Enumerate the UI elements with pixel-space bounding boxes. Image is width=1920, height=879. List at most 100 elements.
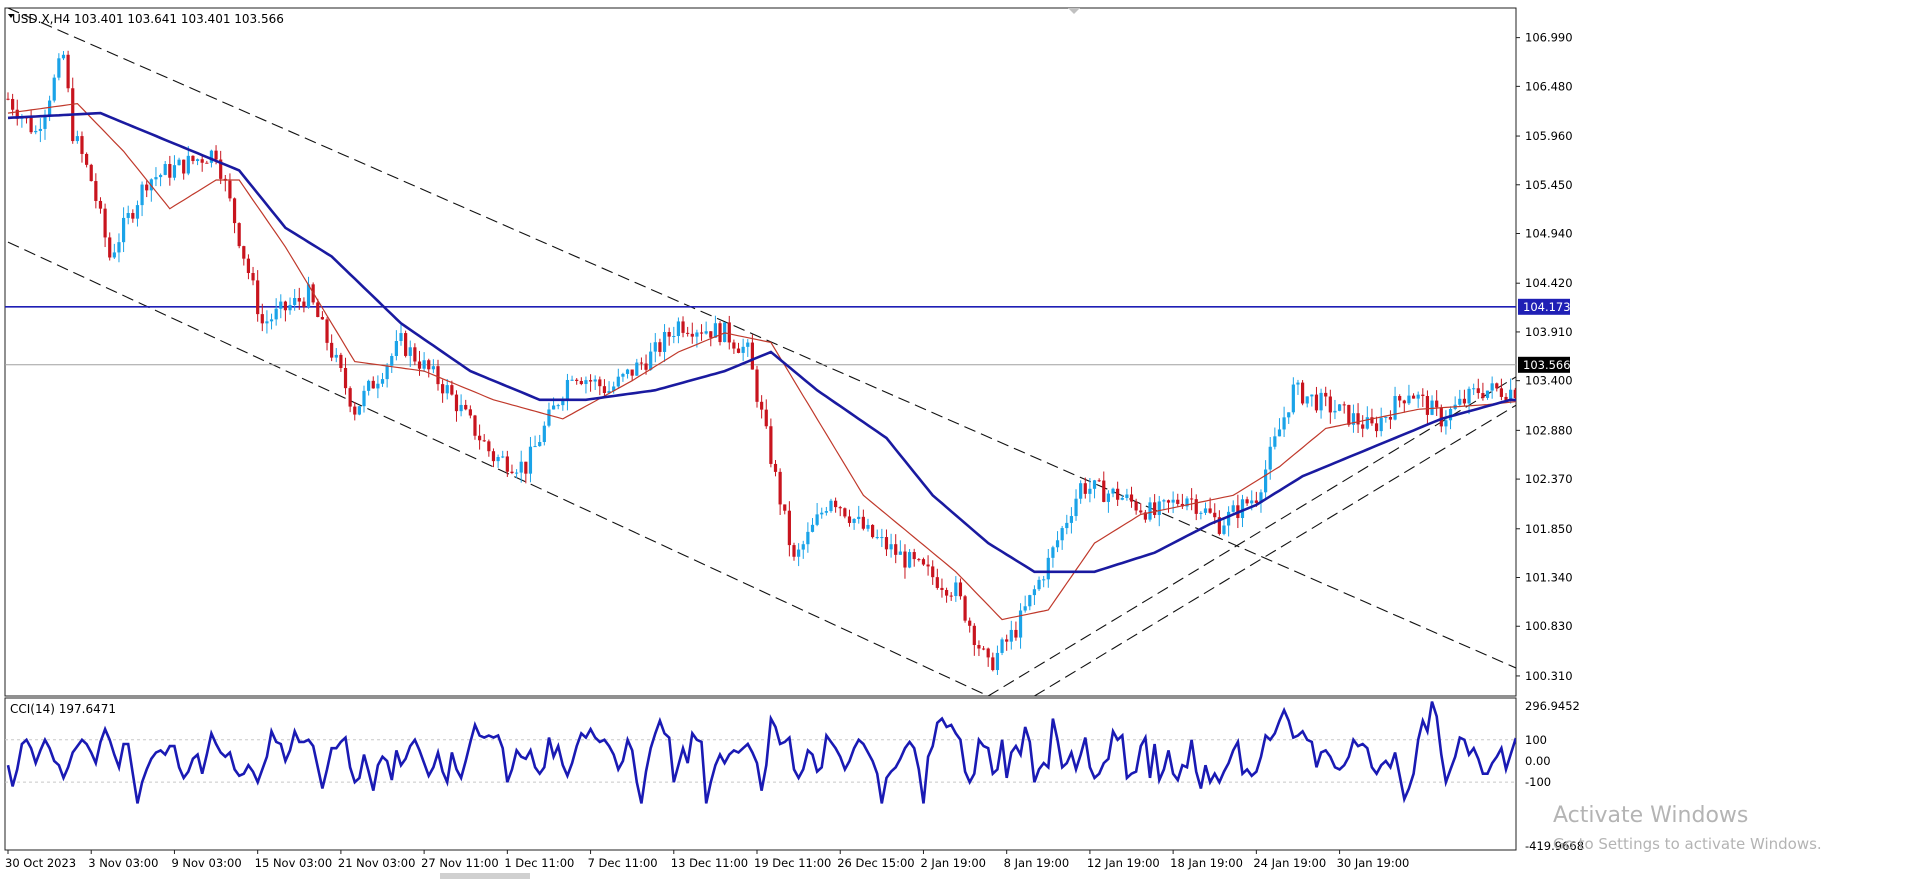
candle-body xyxy=(1402,400,1406,404)
candle-body xyxy=(649,351,653,370)
candle-body xyxy=(491,451,496,462)
candle-body xyxy=(219,159,223,179)
candle-body xyxy=(1254,500,1258,503)
price-pane[interactable]: USD.X,H4 103.401 103.641 103.401 103.566 xyxy=(4,7,1857,697)
trend-line-2[interactable] xyxy=(7,241,989,696)
candle-body xyxy=(478,435,482,441)
candle-body xyxy=(177,159,181,166)
candle-body xyxy=(1203,508,1208,513)
time-tick-label: 24 Jan 19:00 xyxy=(1253,856,1326,870)
candle-body xyxy=(662,331,667,352)
candle xyxy=(413,343,417,366)
time-tick-label: 1 Dec 11:00 xyxy=(504,856,574,870)
candle xyxy=(1388,410,1393,429)
candle xyxy=(468,405,472,419)
candle-body xyxy=(1425,395,1430,415)
candle-body xyxy=(593,379,597,382)
trend-line-3[interactable] xyxy=(987,170,1857,696)
candle-body xyxy=(117,242,121,253)
candle xyxy=(519,450,523,483)
candle-body xyxy=(1014,629,1018,638)
candle xyxy=(154,167,158,187)
candle xyxy=(815,503,819,527)
candle-body xyxy=(741,346,745,353)
chart-menu-icon[interactable] xyxy=(8,14,14,18)
candle-body xyxy=(1467,388,1471,404)
price-tick-label: 104.940 xyxy=(1525,227,1573,241)
candle-body xyxy=(1046,557,1050,580)
candle xyxy=(783,504,787,515)
candle xyxy=(66,50,70,93)
price-tick-label: 100.830 xyxy=(1525,619,1573,633)
candle-body xyxy=(1361,424,1365,429)
candle xyxy=(15,99,19,126)
candle xyxy=(575,378,579,385)
candle-body xyxy=(1513,389,1516,398)
candle-body xyxy=(676,321,681,337)
candle-body xyxy=(1393,396,1397,420)
candle-body xyxy=(1176,499,1180,504)
candle xyxy=(1055,531,1060,553)
candle-body xyxy=(949,595,953,597)
candle-body xyxy=(246,258,251,274)
candle-body xyxy=(158,174,163,178)
candle-body xyxy=(459,404,463,412)
candle xyxy=(1287,412,1291,424)
trend-line-1[interactable] xyxy=(7,8,1580,696)
candle xyxy=(1185,496,1189,511)
candle-body xyxy=(658,342,662,352)
candle xyxy=(112,243,116,259)
candle-body xyxy=(699,332,704,334)
candle-body xyxy=(1509,389,1513,401)
candle xyxy=(52,74,56,103)
candle-body xyxy=(607,391,611,393)
candle xyxy=(1324,386,1328,407)
time-tick-label: 7 Dec 11:00 xyxy=(588,856,658,870)
cci-pane[interactable]: CCI(14) 197.6471 xyxy=(4,697,1580,851)
candle xyxy=(907,549,912,569)
candle xyxy=(801,540,805,559)
candle-body xyxy=(1009,629,1013,642)
candle-body xyxy=(801,544,805,550)
candle-body xyxy=(1139,510,1143,513)
candle xyxy=(1402,399,1406,413)
candle-body xyxy=(977,645,981,649)
candle xyxy=(288,297,292,315)
candle-body xyxy=(1277,429,1282,437)
candle-body xyxy=(1125,494,1129,498)
candle xyxy=(681,316,685,338)
price-tick-label: 102.880 xyxy=(1525,423,1573,437)
candle xyxy=(1472,383,1476,395)
candle xyxy=(186,146,190,176)
candle xyxy=(875,529,879,540)
candle-body xyxy=(1388,416,1393,420)
candle-body xyxy=(1300,382,1305,404)
chart-shift-marker-icon[interactable] xyxy=(1068,8,1080,14)
candle xyxy=(857,505,861,524)
candle xyxy=(505,450,509,477)
candle-body xyxy=(783,504,787,511)
candle xyxy=(1102,471,1106,503)
candle-body xyxy=(579,380,583,385)
candle-body xyxy=(436,366,440,385)
price-tick-label: 106.480 xyxy=(1525,79,1573,93)
candle-body xyxy=(1314,394,1319,411)
horizontal-scrollbar[interactable] xyxy=(440,873,530,879)
candle-body xyxy=(760,401,764,410)
candle-body xyxy=(810,524,815,532)
candle-body xyxy=(834,500,838,508)
candle xyxy=(417,350,422,376)
candle-body xyxy=(672,336,676,338)
candle-body xyxy=(727,322,731,343)
candle-body xyxy=(1264,469,1268,493)
candle xyxy=(958,578,963,600)
candle xyxy=(334,348,338,363)
candle-body xyxy=(1208,508,1212,513)
candle-body xyxy=(29,117,33,133)
candle xyxy=(514,469,519,478)
candle xyxy=(343,357,348,395)
candle-body xyxy=(944,589,949,596)
candle xyxy=(385,363,389,388)
candle-body xyxy=(1259,492,1263,503)
